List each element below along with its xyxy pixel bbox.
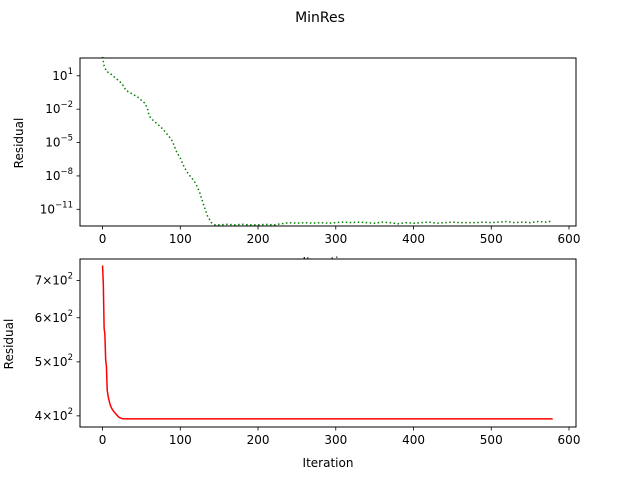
bottom-ytick-label: 4×102 (35, 407, 73, 423)
top-ytick-label: 10−11 (40, 200, 73, 216)
top-ylabel: Residual (12, 118, 26, 169)
bottom-xticks: 0 100 200 300 400 500 600 (99, 427, 581, 447)
bottom-series-line-0 (101, 265, 553, 420)
top-xtick-label: 500 (480, 232, 503, 246)
bottom-xtick-label: 300 (324, 433, 347, 447)
figure-title: MinRes (295, 10, 345, 26)
top-xtick-label: 600 (558, 232, 581, 246)
top-yticks: 101 10−2 10−5 10−8 10−11 (40, 67, 80, 216)
bottom-axes-frame (79, 258, 577, 428)
top-ytick-label: 10−2 (45, 100, 73, 116)
bottom-xlabel: Iteration (303, 456, 354, 470)
top-ytick-label: 101 (52, 67, 73, 83)
bottom-xtick-label: 0 (99, 433, 107, 447)
top-series-layer (101, 56, 553, 226)
top-xtick-label: 300 (324, 232, 347, 246)
bottom-xtick-label: 400 (402, 433, 425, 447)
bottom-xtick-label: 200 (247, 433, 270, 447)
bottom-xtick-label: 100 (169, 433, 192, 447)
top-ytick-label: 10−8 (45, 167, 73, 183)
bottom-yticks: 4×102 5×102 6×102 7×102 (35, 271, 80, 423)
top-axes-frame (79, 57, 577, 227)
bottom-axes-background (80, 259, 576, 427)
top-xtick-label: 0 (99, 232, 107, 246)
bottom-xtick-label: 600 (558, 433, 581, 447)
plot-bottom: 0 100 200 300 400 500 600 4×102 5×102 6×102 7×102… (2, 258, 581, 470)
bottom-ytick-label: 6×102 (35, 309, 73, 325)
top-ytick-label: 10−5 (45, 134, 73, 150)
top-xtick-label: 200 (247, 232, 270, 246)
bottom-ylabel: Residual (2, 319, 16, 370)
bottom-series-layer (101, 265, 553, 420)
top-xticks: 0 100 200 300 400 500 600 (99, 226, 581, 246)
top-xtick-label: 100 (169, 232, 192, 246)
top-series-line-0 (101, 56, 553, 226)
bottom-xtick-label: 500 (480, 433, 503, 447)
top-xtick-label: 400 (402, 232, 425, 246)
bottom-ytick-label: 7×102 (35, 271, 73, 287)
bottom-ytick-label: 5×102 (35, 353, 73, 369)
